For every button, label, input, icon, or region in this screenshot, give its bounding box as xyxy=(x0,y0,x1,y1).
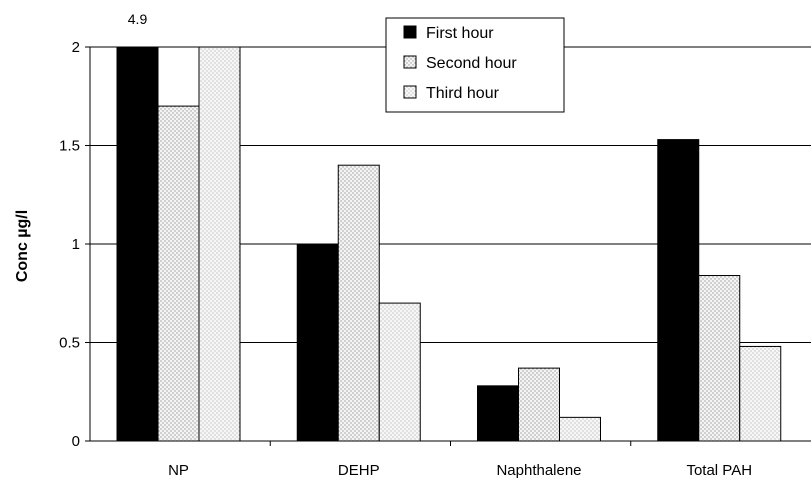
legend-swatch xyxy=(403,25,417,39)
bar-naphthalene-third-hour xyxy=(559,416,601,442)
y-tick-label: 0.5 xyxy=(59,335,80,352)
x-tick-labels: NP DEHP Naphthalene Total PAH xyxy=(168,441,752,479)
bar-naphthalene-first-hour xyxy=(477,385,519,442)
legend-swatch xyxy=(403,55,417,69)
bar-np-third-hour xyxy=(198,46,241,442)
x-tick-label: Total PAH xyxy=(686,462,752,479)
legend-label: First hour xyxy=(426,25,494,42)
bar-dehp-third-hour xyxy=(378,302,421,442)
x-tick-label: DEHP xyxy=(338,462,380,479)
bar-dehp-second-hour xyxy=(337,164,380,442)
legend-label: Third hour xyxy=(426,85,500,102)
bar-total-pah-first-hour xyxy=(657,139,700,442)
bar-total-pah-second-hour xyxy=(698,275,741,442)
bar-dehp-first-hour xyxy=(296,243,339,442)
data-label: 4.9 xyxy=(128,11,148,27)
legend-label: Second hour xyxy=(426,55,517,72)
x-tick-label: Naphthalene xyxy=(496,462,581,479)
bar-np-first-hour xyxy=(116,46,159,442)
y-tick-label: 1.5 xyxy=(59,138,80,155)
x-tick-label: NP xyxy=(168,462,189,479)
y-tick-label: 1 xyxy=(72,236,80,253)
data-labels: 4.9 xyxy=(128,11,148,27)
bar-np-second-hour xyxy=(157,105,200,442)
bars xyxy=(116,46,782,442)
bar-naphthalene-second-hour xyxy=(518,367,560,442)
bar-total-pah-third-hour xyxy=(739,345,782,442)
y-tick-labels: 0 0.5 1 1.5 2 xyxy=(59,39,90,450)
y-axis-label: Conc µg/l xyxy=(14,210,31,282)
y-tick-label: 0 xyxy=(72,433,80,450)
legend-swatch xyxy=(403,85,417,99)
axes xyxy=(89,47,811,442)
legend: First hour Second hour Third hour xyxy=(385,17,565,113)
y-tick-label: 2 xyxy=(72,39,80,56)
